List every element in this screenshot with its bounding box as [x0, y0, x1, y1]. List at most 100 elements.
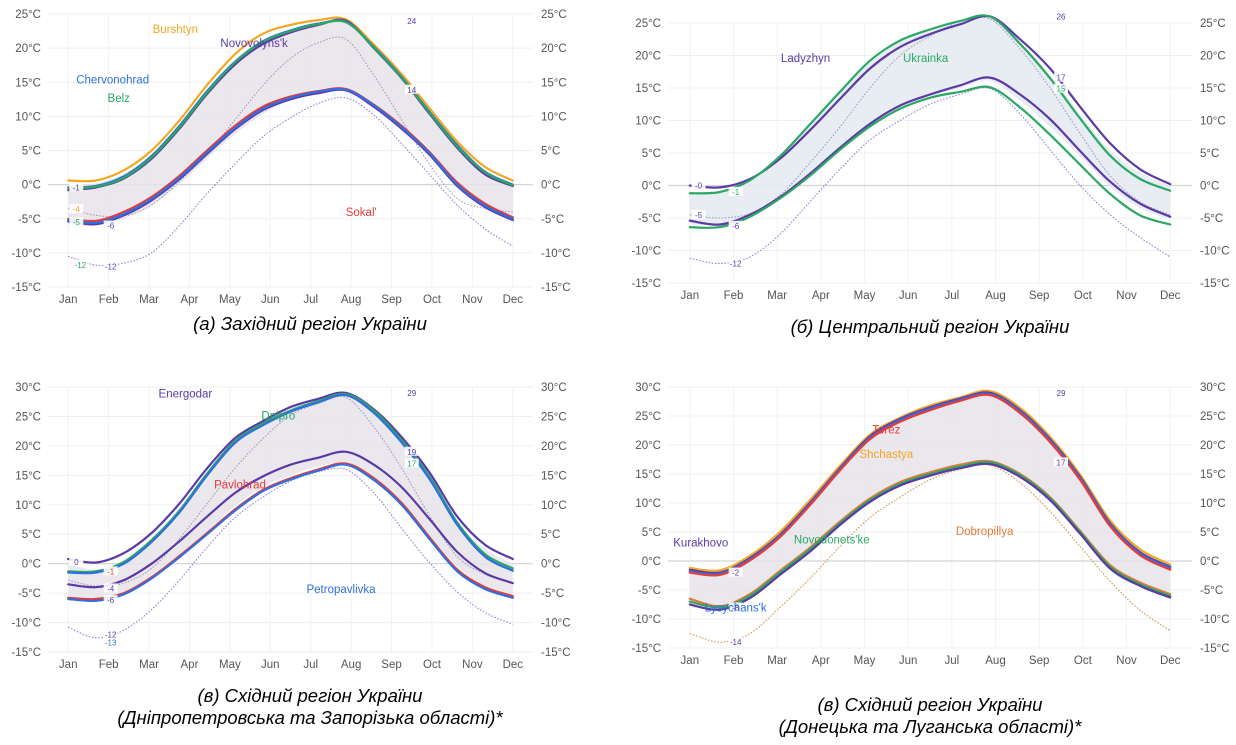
- y-tick-label-right: -15°C: [541, 282, 571, 294]
- y-tick-label-left: 10°C: [635, 116, 661, 128]
- y-tick-label-left: -5°C: [18, 588, 41, 600]
- x-tick-label: Jan: [681, 655, 700, 667]
- y-tick-label-right: 10°C: [541, 111, 567, 123]
- value-label: -5: [73, 218, 81, 227]
- x-tick-label: Feb: [724, 290, 744, 302]
- value-label-bg: [1054, 72, 1068, 82]
- value-label: -14: [730, 638, 742, 647]
- chart-panel-west: -15°C -15°C -10°C -10°C -5°C -5°C 0°C 0°C 5°C 5°C…: [0, 0, 618, 306]
- station-label-chervonohrad: Chervonohrad: [76, 75, 149, 87]
- y-tick-label-right: 5°C: [1200, 527, 1219, 539]
- y-tick-label-left: 5°C: [642, 527, 661, 539]
- x-tick-label: Oct: [423, 659, 442, 671]
- x-tick-label: Jul: [944, 655, 959, 667]
- value-label: 17: [407, 460, 416, 469]
- y-tick-label-left: 25°C: [635, 411, 661, 423]
- station-label-energodar: Energodar: [159, 389, 213, 401]
- y-tick-label-right: 25°C: [1200, 18, 1226, 30]
- value-label: -6: [107, 596, 115, 605]
- y-tick-label-right: 30°C: [541, 382, 567, 394]
- x-tick-label: Jun: [899, 655, 918, 667]
- value-label-bg: [69, 217, 84, 227]
- value-label: 29: [407, 389, 416, 398]
- value-label-bg: [1054, 457, 1068, 467]
- station-label-belz: Belz: [108, 93, 131, 105]
- y-tick-label-right: -10°C: [1200, 246, 1230, 258]
- station-label-petropavlivka: Petropavlivka: [306, 584, 376, 596]
- y-tick-label-left: 15°C: [15, 470, 41, 482]
- series-line-series-3: [67, 450, 514, 589]
- y-tick-label-right: -15°C: [541, 647, 571, 659]
- chart-west-plot: -15°C -15°C -10°C -10°C -5°C -5°C 0°C 0°C 5°C 5°C…: [11, 9, 571, 306]
- y-tick-label-left: 15°C: [635, 469, 661, 481]
- series-line-petropavlivka: [67, 393, 514, 575]
- y-tick-label-left: 10°C: [15, 500, 41, 512]
- y-tick-label-right: 25°C: [1200, 411, 1226, 423]
- station-label-lysychans-k: Lysychans'k: [705, 602, 767, 614]
- y-tick-label-right: 20°C: [1200, 51, 1226, 63]
- caption-line-2: (Донецька та Луганська області)*: [778, 716, 1082, 737]
- chart-central-plot: -15°C -15°C -10°C -10°C -5°C -5°C 0°C 0°C 5°C 5°C…: [631, 11, 1230, 302]
- value-label-bg: [728, 637, 743, 647]
- y-tick-label-right: 10°C: [541, 500, 567, 512]
- y-tick-label-left: 20°C: [635, 440, 661, 452]
- y-tick-label-right: 20°C: [541, 43, 567, 55]
- value-label: 17: [1057, 74, 1066, 83]
- y-tick-label-left: 10°C: [635, 498, 661, 510]
- series-line-series-3: [688, 85, 1172, 229]
- y-tick-label-left: -5°C: [638, 213, 661, 225]
- x-tick-label: Dec: [503, 659, 524, 671]
- y-tick-label-left: 5°C: [642, 148, 661, 160]
- series-line-series-4: [689, 87, 1171, 265]
- value-label-bg: [69, 204, 84, 214]
- value-label: 17: [1057, 458, 1066, 467]
- y-tick-label-left: -15°C: [11, 282, 41, 294]
- caption-line-1: (б) Центральний регіон України: [790, 316, 1070, 337]
- x-tick-label: Mar: [767, 290, 787, 302]
- station-label-shchastya: Shchastya: [859, 449, 913, 461]
- value-label-bg: [728, 602, 743, 612]
- x-tick-label: Oct: [1074, 290, 1093, 302]
- y-tick-label-left: 0°C: [22, 559, 41, 571]
- y-tick-label-right: 30°C: [1200, 382, 1226, 394]
- y-tick-label-right: 20°C: [541, 441, 567, 453]
- y-tick-label-left: -5°C: [638, 585, 661, 597]
- y-tick-label-right: -15°C: [1200, 278, 1230, 290]
- value-label-bg: [103, 629, 118, 639]
- y-tick-label-left: -15°C: [631, 643, 661, 655]
- y-tick-label-right: 15°C: [1200, 83, 1226, 95]
- y-tick-label-left: 25°C: [15, 9, 41, 21]
- value-label: -4: [107, 584, 115, 593]
- value-label-bg: [103, 261, 118, 271]
- y-tick-label-right: 15°C: [541, 77, 567, 89]
- y-tick-label-right: 25°C: [541, 411, 567, 423]
- y-tick-label-right: -5°C: [1200, 213, 1223, 225]
- x-tick-label: Apr: [181, 294, 199, 306]
- x-tick-label: Apr: [181, 659, 199, 671]
- y-tick-label-left: 15°C: [15, 77, 41, 89]
- x-tick-label: Nov: [462, 659, 483, 671]
- value-label-bg: [69, 556, 84, 566]
- value-label: 24: [407, 17, 416, 26]
- series-line-ukrainka: [688, 14, 1172, 195]
- y-tick-label-left: 20°C: [15, 441, 41, 453]
- y-tick-label-right: 0°C: [1200, 556, 1219, 568]
- x-tick-label: Aug: [985, 655, 1005, 667]
- x-tick-label: Dec: [1160, 655, 1181, 667]
- value-label: -1: [107, 567, 115, 576]
- x-tick-label: May: [219, 659, 241, 671]
- y-tick-label-left: 0°C: [642, 181, 661, 193]
- y-tick-label-left: 15°C: [635, 83, 661, 95]
- x-tick-label: Aug: [341, 659, 361, 671]
- value-label: -6: [107, 222, 115, 231]
- value-label: 19: [407, 448, 416, 457]
- y-tick-label-left: 25°C: [635, 18, 661, 30]
- x-tick-label: Feb: [99, 294, 119, 306]
- y-tick-label-left: -10°C: [631, 246, 661, 258]
- x-tick-label: Oct: [423, 294, 442, 306]
- y-tick-label-right: -10°C: [541, 248, 571, 260]
- y-tick-label-left: 5°C: [22, 529, 41, 541]
- chart-west-caption: (а) Західний регіон України: [60, 313, 560, 335]
- value-label-bg: [103, 637, 118, 647]
- series-line-series-7: [68, 96, 514, 267]
